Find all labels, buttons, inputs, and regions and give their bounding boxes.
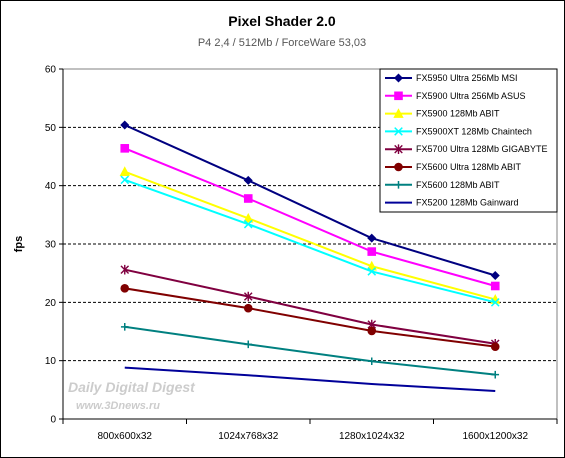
legend-box xyxy=(379,68,558,213)
data-point xyxy=(367,267,377,276)
data-point xyxy=(120,264,130,275)
legend-label: FX5900XT 128Mb Chaintech xyxy=(416,126,532,136)
watermark: Daily Digital Digest www.3Dnews.ru xyxy=(68,379,196,412)
y-tick-label: 60 xyxy=(45,65,57,76)
data-point xyxy=(367,233,377,243)
data-point xyxy=(244,340,253,349)
series-4 xyxy=(120,175,500,307)
x-tick-label: 1280x1024x32 xyxy=(339,431,405,442)
data-point xyxy=(243,194,253,203)
series-line xyxy=(124,287,496,348)
data-point xyxy=(120,323,129,331)
y-tick-label: 10 xyxy=(45,356,57,367)
legend-label: FX5200 128Mb Gainward xyxy=(416,198,519,208)
series-8 xyxy=(124,366,496,392)
data-point xyxy=(490,270,500,281)
x-tick-label: 1600x1200x32 xyxy=(462,431,528,442)
data-point xyxy=(366,260,377,271)
x-tick-label: 800x600x32 xyxy=(98,431,153,442)
data-point xyxy=(119,166,130,176)
legend-label: FX5600 128Mb ABIT xyxy=(416,180,500,190)
chart-title: Pixel Shader 2.0 xyxy=(228,13,336,29)
legend-item: FX5600 Ultra 128Mb ABIT xyxy=(385,162,522,172)
data-point xyxy=(243,219,253,229)
y-tick-label: 30 xyxy=(45,240,57,251)
series-2 xyxy=(120,144,500,291)
series-1 xyxy=(120,120,500,281)
series-line xyxy=(124,124,496,277)
y-tick-label: 40 xyxy=(45,181,57,192)
data-point xyxy=(120,284,130,293)
x-tick-labels: 800x600x32 1024x768x32 1280x1024x32 1600x12… xyxy=(98,431,529,442)
legend-marker xyxy=(394,127,403,136)
y-axis-label: fps xyxy=(13,236,25,253)
data-point xyxy=(243,303,253,313)
chart-subtitle: P4 2,4 / 512Mb / ForceWare 53,03 xyxy=(198,37,366,49)
legend-item: FX5950 Ultra 256Mb MSI xyxy=(385,73,518,83)
data-point xyxy=(120,120,130,130)
data-point xyxy=(490,298,500,307)
data-point xyxy=(491,370,500,379)
data-point xyxy=(367,357,376,366)
legend: FX5950 Ultra 256Mb MSI FX5900 Ultra 256Mb… xyxy=(379,68,558,213)
series-line xyxy=(124,325,496,376)
legend-item: FX5700 Ultra 128Mb GIGABYTE xyxy=(385,144,548,154)
legend-item: FX5600 128Mb ABIT xyxy=(385,180,500,190)
watermark-line-2: www.3Dnews.ru xyxy=(76,400,160,412)
series-7 xyxy=(120,323,500,379)
series-line xyxy=(124,366,496,392)
series-6 xyxy=(120,284,500,351)
y-tick-label: 50 xyxy=(45,123,57,134)
legend-label: FX5950 Ultra 256Mb MSI xyxy=(416,73,518,83)
data-point xyxy=(243,175,253,185)
series-line xyxy=(124,147,496,287)
data-point xyxy=(490,342,500,351)
legend-label: FX5700 Ultra 128Mb GIGABYTE xyxy=(416,144,548,154)
y-tick-label: 0 xyxy=(50,415,56,426)
data-point xyxy=(120,175,130,185)
data-point xyxy=(367,247,377,256)
legend-item: FX5200 128Mb Gainward xyxy=(385,198,519,208)
y-tick-labels: 0 10 20 30 40 50 60 xyxy=(45,65,57,426)
legend-marker xyxy=(393,73,404,83)
x-tick-label: 1024x768x32 xyxy=(218,431,278,442)
series-line xyxy=(124,268,496,345)
data-point xyxy=(243,212,254,223)
y-tick-label: 20 xyxy=(45,298,57,309)
legend-item: FX5900XT 128Mb Chaintech xyxy=(385,126,532,136)
legend-marker xyxy=(394,144,403,154)
watermark-line-1: Daily Digital Digest xyxy=(68,379,196,395)
legend-label: FX5600 Ultra 128Mb ABIT xyxy=(416,162,522,172)
data-point xyxy=(490,281,500,291)
legend-marker xyxy=(394,162,403,172)
data-point xyxy=(367,326,377,336)
series-lines xyxy=(119,120,501,392)
legend-item: FX5900 128Mb ABIT xyxy=(385,108,500,119)
axes xyxy=(59,68,558,424)
legend-marker xyxy=(394,91,403,101)
series-line xyxy=(124,170,496,301)
legend-marker xyxy=(394,181,403,189)
legend-label: FX5900 128Mb ABIT xyxy=(416,109,500,119)
data-point xyxy=(243,291,253,302)
legend-item: FX5900 Ultra 256Mb ASUS xyxy=(385,91,526,101)
legend-label: FX5900 Ultra 256Mb ASUS xyxy=(416,91,526,101)
series-line xyxy=(124,178,496,304)
data-point xyxy=(120,144,130,153)
legend-marker xyxy=(393,108,404,118)
